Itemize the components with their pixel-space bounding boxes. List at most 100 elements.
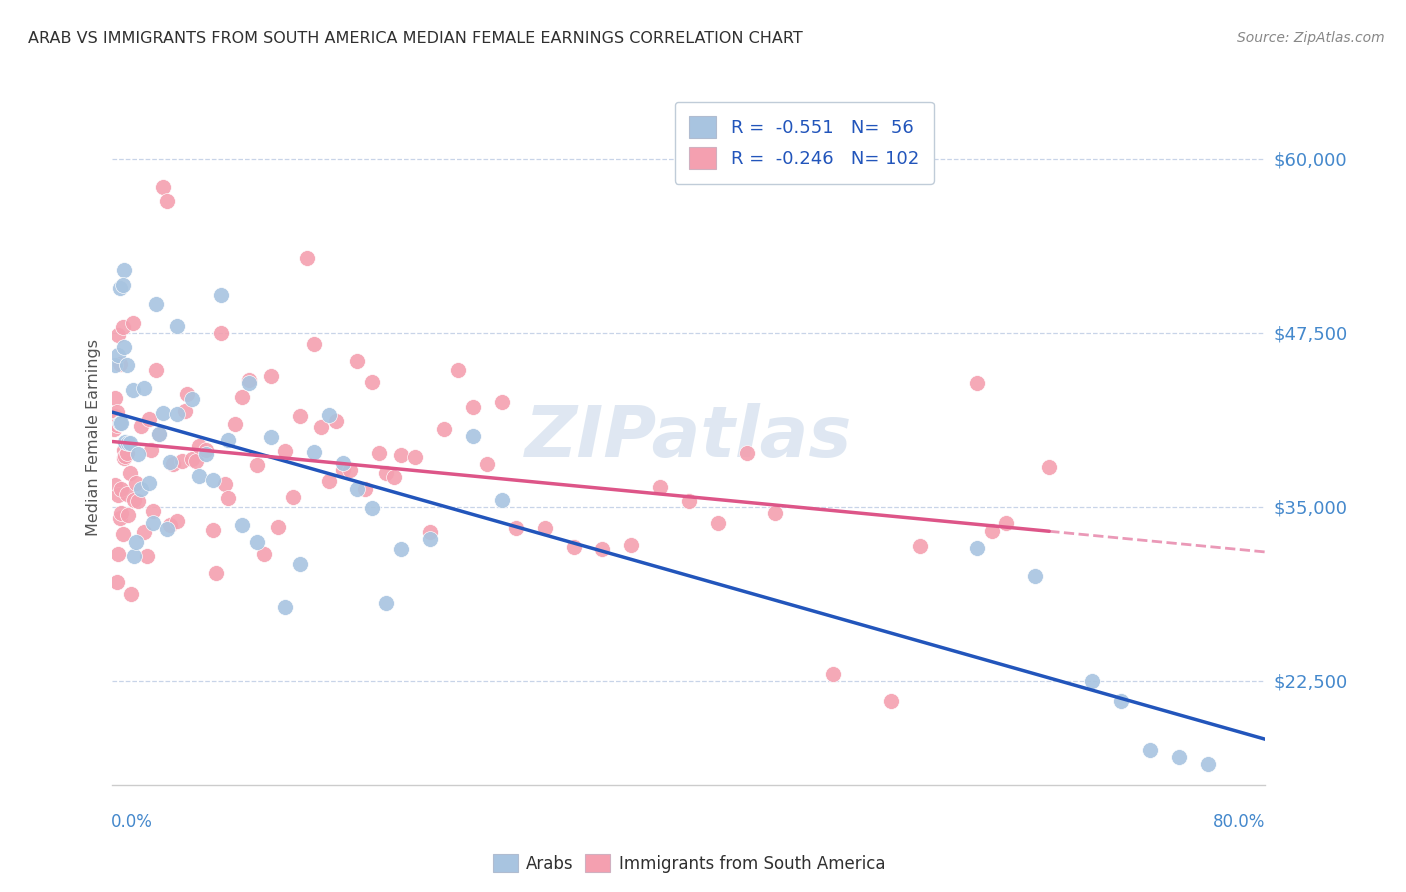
Point — [114, 450, 136, 464]
Point — [166, 318, 188, 333]
Point — [120, 587, 142, 601]
Point — [108, 281, 131, 295]
Point — [124, 475, 146, 490]
Point — [311, 420, 333, 434]
Point — [908, 540, 931, 554]
Point — [304, 444, 326, 458]
Y-axis label: Median Female Earnings: Median Female Earnings — [86, 339, 101, 535]
Point — [118, 466, 141, 480]
Point — [114, 435, 136, 450]
Point — [281, 490, 304, 504]
Point — [117, 435, 139, 450]
Point — [304, 337, 326, 351]
Point — [110, 482, 132, 496]
Point — [274, 600, 297, 615]
Point — [475, 458, 499, 472]
Point — [105, 574, 128, 589]
Point — [332, 463, 354, 477]
Point — [214, 476, 236, 491]
Point — [295, 251, 318, 265]
Point — [382, 469, 405, 483]
Point — [461, 400, 484, 414]
Point — [108, 416, 131, 430]
Point — [188, 439, 211, 453]
Point — [253, 547, 276, 561]
Point — [288, 409, 311, 424]
Point — [195, 443, 218, 458]
Point — [1111, 694, 1133, 708]
Point — [209, 288, 232, 302]
Point — [107, 488, 129, 502]
Point — [134, 381, 156, 395]
Point — [346, 482, 368, 496]
Point — [447, 363, 470, 377]
Point — [1139, 743, 1161, 757]
Point — [127, 447, 149, 461]
Point — [145, 297, 167, 311]
Point — [202, 474, 225, 488]
Point — [107, 328, 129, 343]
Point — [325, 414, 347, 428]
Point — [224, 417, 246, 432]
Point — [152, 406, 174, 420]
Point — [217, 491, 239, 505]
Point — [176, 386, 198, 401]
Point — [360, 500, 382, 515]
Point — [138, 412, 160, 426]
Point — [375, 466, 398, 480]
Point — [238, 376, 260, 390]
Point — [112, 340, 135, 354]
Point — [821, 666, 844, 681]
Point — [115, 446, 138, 460]
Text: 0.0%: 0.0% — [111, 813, 153, 830]
Point — [650, 480, 672, 494]
Point — [246, 458, 269, 473]
Point — [318, 474, 340, 488]
Point — [129, 482, 153, 496]
Point — [360, 375, 382, 389]
Point — [108, 357, 131, 371]
Point — [562, 540, 585, 554]
Point — [966, 376, 988, 391]
Point — [145, 362, 167, 376]
Point — [195, 447, 218, 461]
Point — [260, 369, 283, 384]
Point — [209, 326, 232, 340]
Point — [127, 494, 149, 508]
Text: ZIPatlas: ZIPatlas — [526, 402, 852, 472]
Point — [152, 179, 174, 194]
Point — [111, 319, 134, 334]
Point — [103, 421, 125, 435]
Point — [491, 493, 513, 508]
Point — [115, 359, 138, 373]
Point — [112, 451, 135, 466]
Point — [159, 518, 181, 533]
Point — [735, 446, 758, 460]
Point — [491, 395, 513, 409]
Point — [104, 477, 127, 491]
Point — [368, 445, 391, 459]
Text: Source: ZipAtlas.com: Source: ZipAtlas.com — [1237, 31, 1385, 45]
Point — [124, 534, 146, 549]
Point — [148, 427, 170, 442]
Point — [104, 391, 127, 405]
Point — [707, 516, 730, 530]
Legend: Arabs, Immigrants from South America: Arabs, Immigrants from South America — [486, 847, 891, 880]
Point — [246, 534, 269, 549]
Point — [1167, 750, 1189, 764]
Point — [112, 443, 135, 458]
Point — [105, 405, 128, 419]
Point — [202, 523, 225, 537]
Point — [138, 476, 160, 491]
Point — [419, 532, 441, 546]
Text: 80.0%: 80.0% — [1213, 813, 1265, 830]
Point — [995, 516, 1018, 531]
Point — [180, 392, 202, 406]
Point — [110, 506, 132, 520]
Point — [111, 527, 134, 541]
Point — [142, 516, 165, 531]
Point — [260, 430, 283, 444]
Point — [162, 457, 184, 471]
Point — [318, 408, 340, 422]
Point — [156, 194, 179, 208]
